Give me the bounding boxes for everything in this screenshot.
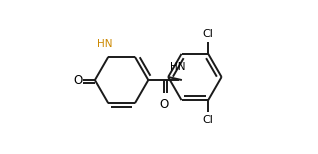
Text: HN: HN (169, 62, 185, 72)
Text: O: O (73, 74, 83, 87)
Text: Cl: Cl (203, 115, 214, 125)
Text: HN: HN (97, 39, 113, 49)
Text: Cl: Cl (203, 29, 214, 39)
Text: O: O (159, 98, 168, 111)
